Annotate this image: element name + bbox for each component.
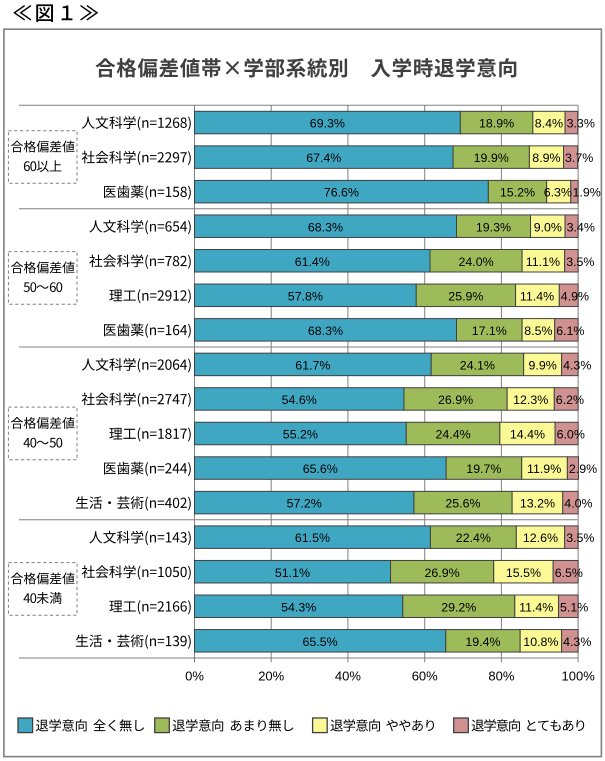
svg-text:4.9%: 4.9% (561, 289, 589, 303)
svg-text:9.9%: 9.9% (529, 359, 557, 373)
svg-text:20%: 20% (258, 669, 284, 684)
svg-text:3.5%: 3.5% (566, 531, 594, 545)
svg-text:2.9%: 2.9% (569, 462, 597, 476)
svg-text:4.0%: 4.0% (564, 497, 592, 511)
svg-text:6.5%: 6.5% (555, 566, 583, 580)
svg-text:15.2%: 15.2% (500, 186, 535, 200)
svg-text:19.9%: 19.9% (474, 151, 509, 165)
svg-text:11.1%: 11.1% (526, 255, 560, 269)
svg-text:6.3%: 6.3% (544, 186, 572, 200)
svg-text:17.1%: 17.1% (472, 324, 507, 338)
svg-text:61.7%: 61.7% (295, 359, 330, 373)
svg-text:13.2%: 13.2% (520, 497, 555, 511)
svg-text:8.5%: 8.5% (524, 324, 552, 338)
svg-text:24.4%: 24.4% (436, 428, 471, 442)
svg-text:26.9%: 26.9% (438, 393, 473, 407)
svg-text:24.1%: 24.1% (460, 359, 495, 373)
svg-text:25.6%: 25.6% (445, 497, 480, 511)
svg-text:8.9%: 8.9% (532, 151, 560, 165)
svg-text:57.2%: 57.2% (287, 497, 322, 511)
svg-text:11.4%: 11.4% (519, 600, 553, 614)
svg-text:61.4%: 61.4% (295, 255, 330, 269)
svg-text:61.5%: 61.5% (295, 531, 330, 545)
svg-text:12.3%: 12.3% (513, 393, 548, 407)
svg-text:4.3%: 4.3% (563, 635, 591, 649)
svg-text:51.1%: 51.1% (275, 566, 310, 580)
svg-text:19.3%: 19.3% (476, 220, 511, 234)
svg-text:22.4%: 22.4% (456, 531, 491, 545)
svg-text:65.6%: 65.6% (303, 462, 338, 476)
svg-text:12.6%: 12.6% (523, 531, 558, 545)
svg-text:18.9%: 18.9% (479, 117, 514, 131)
svg-text:9.0%: 9.0% (534, 220, 562, 234)
svg-text:69.3%: 69.3% (310, 117, 345, 131)
svg-text:100%: 100% (562, 669, 596, 684)
svg-text:80%: 80% (488, 669, 514, 684)
svg-text:6.1%: 6.1% (556, 324, 584, 338)
svg-text:24.0%: 24.0% (459, 255, 494, 269)
svg-text:6.2%: 6.2% (556, 393, 584, 407)
svg-text:29.2%: 29.2% (441, 600, 476, 614)
svg-text:10.8%: 10.8% (523, 635, 558, 649)
svg-text:11.9%: 11.9% (527, 462, 561, 476)
svg-text:54.6%: 54.6% (282, 393, 317, 407)
svg-text:15.5%: 15.5% (506, 566, 541, 580)
svg-text:67.4%: 67.4% (306, 151, 341, 165)
svg-text:3.7%: 3.7% (565, 151, 593, 165)
svg-text:68.3%: 68.3% (308, 324, 343, 338)
svg-text:3.4%: 3.4% (567, 220, 595, 234)
svg-text:40%: 40% (335, 669, 361, 684)
svg-text:76.6%: 76.6% (324, 186, 359, 200)
svg-text:54.3%: 54.3% (281, 600, 316, 614)
svg-text:0%: 0% (185, 669, 204, 684)
svg-text:14.4%: 14.4% (510, 428, 545, 442)
svg-text:3.3%: 3.3% (567, 117, 595, 131)
svg-text:55.2%: 55.2% (283, 428, 318, 442)
svg-text:4.3%: 4.3% (563, 359, 591, 373)
svg-text:26.9%: 26.9% (425, 566, 460, 580)
svg-text:11.4%: 11.4% (520, 289, 554, 303)
svg-text:25.9%: 25.9% (448, 289, 483, 303)
svg-text:19.4%: 19.4% (465, 635, 500, 649)
svg-text:19.7%: 19.7% (466, 462, 501, 476)
svg-text:57.8%: 57.8% (288, 289, 323, 303)
svg-text:1.9%: 1.9% (573, 186, 601, 200)
svg-text:65.5%: 65.5% (303, 635, 338, 649)
svg-text:8.4%: 8.4% (535, 117, 563, 131)
svg-text:6.0%: 6.0% (557, 428, 585, 442)
svg-text:60%: 60% (412, 669, 438, 684)
svg-text:68.3%: 68.3% (308, 220, 343, 234)
svg-text:3.5%: 3.5% (566, 255, 594, 269)
svg-text:5.1%: 5.1% (560, 600, 588, 614)
